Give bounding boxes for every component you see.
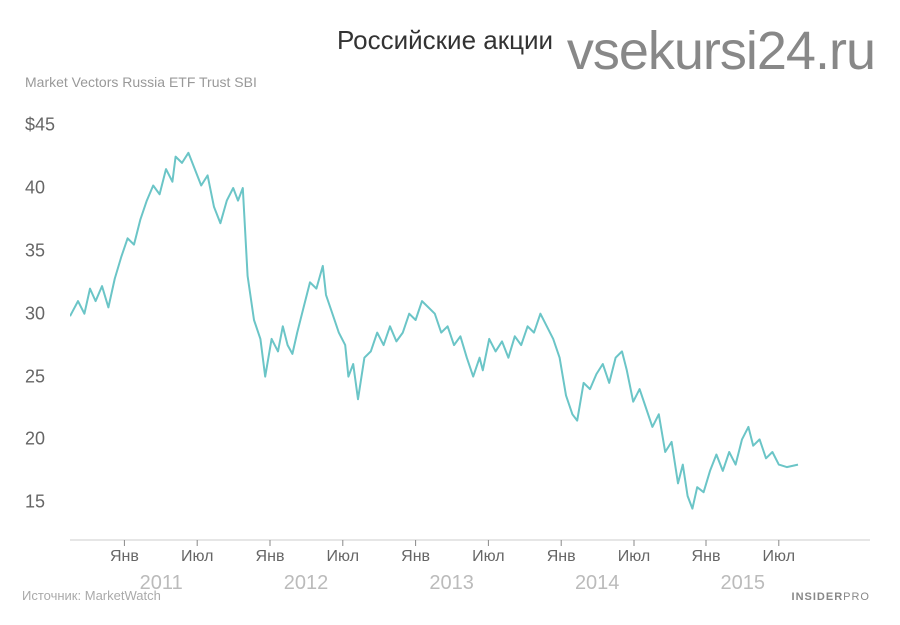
source-value: MarketWatch: [85, 588, 161, 603]
brand-bold: INSIDER: [792, 591, 844, 603]
x-month-label: Июл: [472, 548, 504, 566]
source-attribution: Источник: MarketWatch: [22, 588, 161, 603]
y-tick-label: 35: [25, 240, 45, 261]
x-year-label: 2015: [721, 572, 766, 595]
y-tick-label: 30: [25, 303, 45, 324]
y-tick-label: 25: [25, 366, 45, 387]
x-month-label: Янв: [547, 548, 576, 566]
x-year-label: 2012: [284, 572, 329, 595]
watermark-text: vsekursi24.ru: [567, 20, 875, 82]
x-month-label: Янв: [256, 548, 285, 566]
x-month-label: Июл: [181, 548, 213, 566]
chart-container: Российские акции vsekursi24.ru Market Ve…: [0, 0, 900, 625]
line-chart-svg: [70, 100, 870, 548]
chart-area: $45 40 35 30 25 20 15: [20, 100, 870, 540]
x-year-label: 2013: [429, 572, 474, 595]
source-label: Источник:: [22, 588, 85, 603]
x-month-label: Июл: [763, 548, 795, 566]
brand-logo: INSIDERPRO: [792, 591, 870, 603]
x-month-label: Янв: [110, 548, 139, 566]
x-year-label: 2014: [575, 572, 620, 595]
price-line: [70, 153, 798, 509]
x-month-label: Июл: [327, 548, 359, 566]
y-tick-label: 20: [25, 429, 45, 450]
x-month-label: Янв: [401, 548, 430, 566]
x-month-label: Июл: [618, 548, 650, 566]
y-tick-label: 40: [25, 178, 45, 199]
x-month-label: Янв: [692, 548, 721, 566]
x-axis: ЯнвИюлЯнвИюлЯнвИюлЯнвИюлЯнвИюл2011201220…: [70, 540, 870, 600]
plot-area: [70, 100, 870, 540]
brand-light: PRO: [843, 591, 870, 603]
y-tick-label: 15: [25, 492, 45, 513]
y-tick-label: $45: [25, 115, 55, 136]
